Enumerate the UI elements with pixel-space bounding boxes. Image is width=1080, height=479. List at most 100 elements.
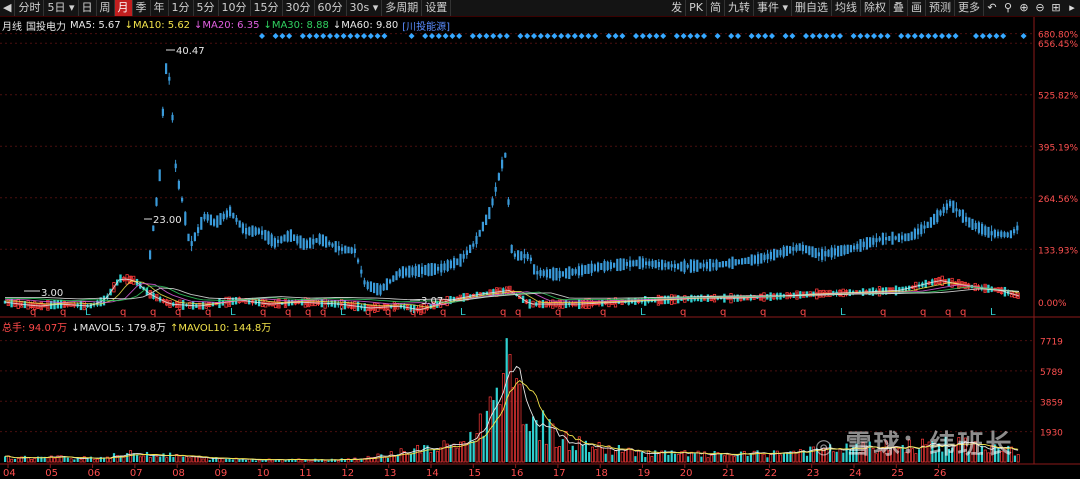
expand-icon[interactable]: ▸ (1069, 1, 1075, 14)
compare-body (376, 283, 379, 296)
volume-axis-label: 5789 (1040, 368, 1063, 378)
signal-diamond-marker (830, 33, 837, 39)
period-button-6[interactable]: 季 (133, 0, 151, 16)
tool-button-5[interactable]: 删自选 (792, 0, 832, 16)
tool-button-1[interactable]: PK (686, 0, 707, 16)
period-button-10[interactable]: 10分 (219, 0, 251, 16)
volume-bar-down (469, 432, 472, 462)
tool-button-8[interactable]: 叠 (890, 0, 908, 16)
compare-body (1013, 229, 1016, 234)
compare-body (414, 266, 417, 276)
compare-body (440, 263, 443, 273)
tool-button-6[interactable]: 均线 (832, 0, 861, 16)
volume-bar-down (37, 456, 40, 462)
compare-body (277, 239, 280, 244)
tool-button-7[interactable]: 除权 (861, 0, 890, 16)
signal-diamond-marker (653, 33, 660, 39)
volume-bar-up (459, 441, 462, 463)
compare-body (561, 271, 564, 277)
compare-body (689, 259, 692, 273)
compare-body (155, 197, 158, 206)
signal-diamond-marker (313, 33, 320, 39)
volume-bar-down (73, 459, 76, 462)
compare-body (760, 253, 763, 264)
compare-body (622, 258, 625, 271)
period-button-2[interactable]: 5日 ▾ (44, 0, 79, 16)
compare-body (158, 169, 161, 182)
volume-bar-down (855, 443, 858, 462)
volume-bar-up (716, 452, 720, 463)
compare-body (379, 285, 382, 295)
compare-body (472, 243, 475, 247)
volume-bar-up (435, 450, 439, 463)
signal-marker: L (230, 307, 236, 318)
period-button-11[interactable]: 15分 (251, 0, 283, 16)
ma-legend-4: ↓MA60: 9.80 (332, 19, 399, 31)
tool-button-10[interactable]: 预测 (926, 0, 955, 16)
volume-bar-up (218, 458, 222, 463)
layout-icon[interactable]: ⊞ (1051, 1, 1061, 14)
compare-body (398, 269, 401, 277)
tool-button-4[interactable]: 事件 ▾ (754, 0, 792, 16)
compare-body (184, 212, 187, 225)
volume-bar-up (657, 452, 660, 463)
period-button-7[interactable]: 年 (151, 0, 169, 16)
compare-body (968, 217, 971, 228)
time-axis-label: 10 (257, 468, 270, 479)
tool-button-0[interactable]: 发 (668, 0, 687, 16)
period-button-8[interactable]: 1分 (169, 0, 194, 16)
zoom-out-icon[interactable]: ⊖ (1035, 1, 1045, 14)
signal-diamond-marker (612, 33, 619, 39)
volume-bar-down (667, 454, 670, 462)
stock-name[interactable]: 国投电力 (26, 21, 66, 33)
signal-marker: L (990, 307, 996, 318)
volume-bar-up (96, 458, 99, 463)
tool-button-3[interactable]: 九转 (725, 0, 754, 16)
tool-button-9[interactable]: 画 (908, 0, 926, 16)
compare-body (238, 220, 241, 228)
volume-bar-down (449, 444, 452, 462)
period-button-1[interactable]: 分时 (15, 0, 45, 16)
volume-bar-up (455, 447, 459, 463)
signal-diamond-marker (456, 33, 463, 39)
back-arrow-icon[interactable]: ◀ (0, 0, 16, 16)
period-button-9[interactable]: 5分 (194, 0, 219, 16)
volume-bar-down (225, 458, 228, 462)
zoom-in-icon[interactable]: ⊕ (1019, 1, 1029, 14)
volume-bar-down (264, 459, 267, 462)
volume-bar-down (426, 445, 429, 462)
volume-bar-up (1010, 446, 1014, 463)
tool-button-2[interactable]: 简 (707, 0, 725, 16)
period-button-15[interactable]: 多周期 (382, 0, 423, 16)
volume-bar-down (251, 458, 254, 462)
period-button-4[interactable]: 周 (97, 0, 115, 16)
compare-body (545, 269, 548, 278)
period-button-16[interactable]: 设置 (422, 0, 452, 16)
compare-body (897, 233, 900, 243)
volume-bar-down (1013, 455, 1016, 462)
signal-diamond-marker (918, 33, 925, 39)
signal-marker: q (30, 307, 36, 318)
compare-body (728, 259, 731, 268)
period-button-5[interactable]: 月 (114, 0, 133, 16)
compare-body (353, 248, 356, 254)
time-axis-label: 04 (3, 468, 16, 479)
compare-body (571, 268, 574, 276)
tool-button-11[interactable]: 更多 (955, 0, 984, 16)
signal-marker: L (340, 307, 346, 318)
signal-diamond-marker (361, 33, 367, 39)
undo-icon[interactable]: ↶ (987, 1, 997, 14)
period-button-13[interactable]: 60分 (315, 0, 347, 16)
compare-body (248, 227, 251, 236)
compare-body (955, 208, 958, 212)
period-button-12[interactable]: 30分 (283, 0, 315, 16)
search-icon[interactable]: ⚲ (1003, 1, 1013, 14)
compare-body (737, 259, 740, 265)
period-button-14[interactable]: 30s ▾ (347, 0, 383, 16)
period-button-3[interactable]: 日 (79, 0, 97, 16)
volume-bar-down (789, 451, 792, 462)
compare-body (385, 278, 388, 291)
volume-bar-down (845, 443, 848, 462)
volume-bar-up (726, 453, 730, 463)
